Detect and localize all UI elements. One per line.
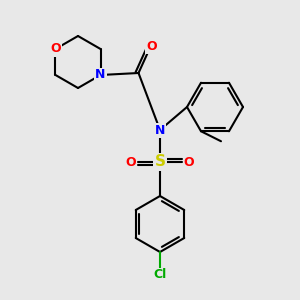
Text: O: O	[146, 40, 157, 52]
Text: O: O	[50, 43, 61, 56]
Text: N: N	[155, 124, 165, 136]
Text: O: O	[126, 155, 136, 169]
Text: O: O	[184, 155, 194, 169]
Text: Cl: Cl	[153, 268, 167, 281]
Text: S: S	[154, 154, 166, 169]
Text: N: N	[95, 68, 106, 82]
